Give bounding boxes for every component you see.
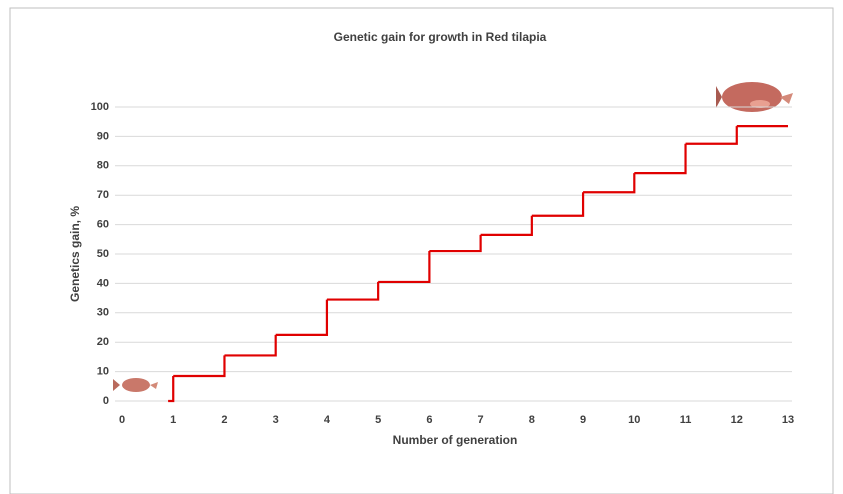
chart-frame xyxy=(10,8,833,494)
x-tick-label: 11 xyxy=(680,414,692,426)
y-tick-label: 70 xyxy=(97,189,109,201)
x-tick-label: 1 xyxy=(170,414,176,426)
chart: Genetic gain for growth in Red tilapia N… xyxy=(0,0,843,494)
y-tick-label: 90 xyxy=(97,130,109,142)
x-tick-label: 6 xyxy=(426,414,432,426)
x-tick-label: 3 xyxy=(273,414,279,426)
x-tick-label: 9 xyxy=(580,414,586,426)
x-tick-label: 7 xyxy=(478,414,484,426)
y-tick-label: 60 xyxy=(97,219,109,231)
chart-title: Genetic gain for growth in Red tilapia xyxy=(334,30,547,44)
y-axis-label: Genetics gain, % xyxy=(68,206,82,302)
x-tick-label: 10 xyxy=(628,414,640,426)
y-tick-label: 0 xyxy=(103,395,109,407)
y-tick-label: 100 xyxy=(91,101,109,113)
x-tick-label: 4 xyxy=(324,414,331,426)
y-tick-label: 80 xyxy=(97,160,109,172)
x-tick-label: 12 xyxy=(731,414,743,426)
x-tick-label: 2 xyxy=(221,414,227,426)
x-axis-label: Number of generation xyxy=(393,433,518,447)
x-tick-label: 8 xyxy=(529,414,535,426)
x-tick-label: 13 xyxy=(782,414,794,426)
x-tick-label: 0 xyxy=(119,414,125,426)
y-tick-label: 20 xyxy=(97,336,109,348)
y-tick-label: 10 xyxy=(97,366,109,378)
y-tick-label: 50 xyxy=(97,248,109,260)
x-tick-label: 5 xyxy=(375,414,381,426)
y-tick-label: 30 xyxy=(97,307,109,319)
y-tick-label: 40 xyxy=(97,277,109,289)
